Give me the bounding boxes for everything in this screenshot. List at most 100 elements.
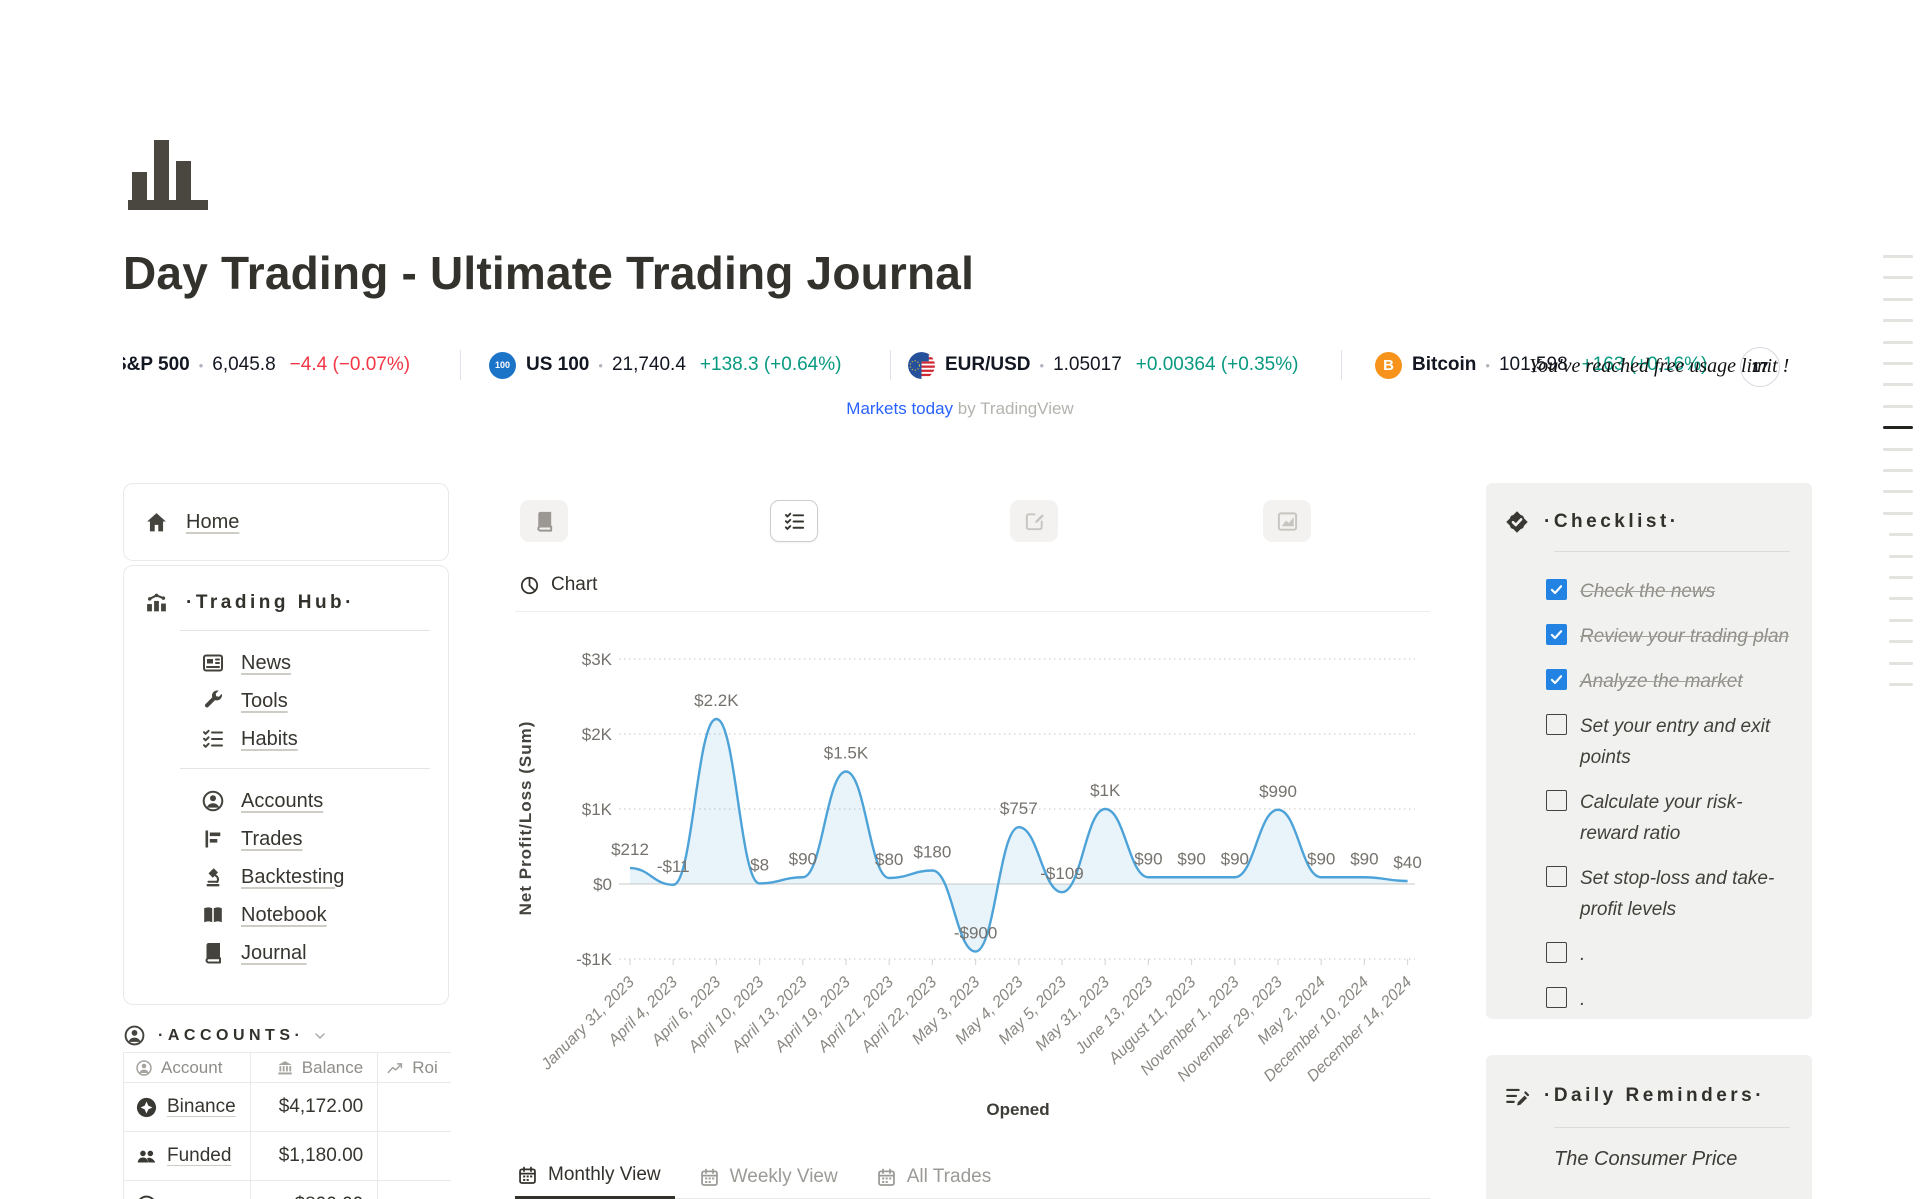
column-header-account[interactable]: Account [124, 1053, 251, 1082]
sidebar-item-notebook[interactable]: Notebook [124, 896, 448, 934]
outline-dash[interactable] [1889, 661, 1913, 665]
home-card: Home [123, 483, 449, 561]
sidebar-item-backtesting[interactable]: Backtesting [124, 858, 448, 896]
accounts-icon [124, 1025, 145, 1046]
ticker-footer: Markets today by TradingView [123, 399, 1797, 419]
checked-checkbox[interactable] [1546, 579, 1567, 600]
outline-dash[interactable] [1889, 533, 1913, 537]
outline-dash[interactable] [1889, 618, 1913, 622]
sidebar-item-tools[interactable]: Tools [124, 682, 448, 720]
svg-text:$212: $212 [611, 840, 649, 859]
ticker-item[interactable]: S&P 500 • 6,045.8 −4.4 (−0.07%) [123, 354, 411, 375]
outline-dash[interactable] [1883, 447, 1913, 451]
roi-cell [378, 1132, 451, 1180]
checklist-card: ·Checklist· Check the news Review your t… [1486, 483, 1812, 1019]
outline-dash[interactable] [1889, 640, 1913, 644]
svg-text:June 13, 2023: June 13, 2023 [1072, 974, 1157, 1059]
toolbar-checklist-icon-button[interactable] [770, 500, 818, 542]
outline-dash[interactable] [1889, 683, 1913, 686]
checked-checkbox[interactable] [1546, 669, 1567, 690]
tab-all-trades[interactable]: All Trades [874, 1166, 1005, 1198]
column-header-balance[interactable]: Balance [251, 1053, 379, 1082]
balance-cell: $4,172.00 [251, 1083, 379, 1131]
outline-dash[interactable] [1883, 340, 1913, 344]
checklist-item-text: Set your entry and exit points [1580, 716, 1771, 768]
chevron-down-icon[interactable] [312, 1028, 328, 1044]
svg-text:$180: $180 [913, 843, 951, 862]
divider [1554, 1127, 1790, 1128]
page-cover-barchart-icon [128, 139, 220, 211]
sidebar-item-accounts[interactable]: Accounts [124, 782, 448, 820]
accounts-icon [202, 790, 224, 812]
account-link[interactable]: Funded [167, 1145, 232, 1166]
us100-icon: 100 [489, 351, 516, 379]
outline-dash[interactable] [1883, 383, 1913, 387]
ticker-item[interactable]: B Bitcoin • 101,598 +163 (+0.16%) [1341, 350, 1797, 380]
accounts-section-header[interactable]: ·ACCOUNTS· [123, 1024, 328, 1047]
sidebar-item-habits[interactable]: Habits [124, 720, 448, 758]
area-chart-icon [1277, 511, 1297, 531]
outline-dash[interactable] [1889, 597, 1913, 601]
unchecked-checkbox[interactable] [1546, 987, 1567, 1008]
svg-text:$40: $40 [1393, 853, 1421, 872]
badge-check-icon [1504, 509, 1530, 535]
unchecked-checkbox[interactable] [1546, 866, 1567, 887]
outline-dash[interactable] [1889, 576, 1913, 579]
outline-dash[interactable] [1883, 297, 1913, 301]
svg-text:$2K: $2K [582, 725, 613, 744]
accounts-table: Account Balance Roi Binance $4,172.00 Fund… [123, 1052, 451, 1199]
checklist-item-text: Calculate your risk-reward ratio [1580, 792, 1743, 844]
toolbar-area-chart-icon-button[interactable] [1263, 500, 1311, 542]
tab-weekly-view[interactable]: Weekly View [697, 1166, 852, 1198]
outline-dash[interactable] [1883, 276, 1913, 280]
svg-text:$90: $90 [1307, 849, 1335, 868]
column-header-roi[interactable]: Roi [378, 1053, 451, 1082]
sidebar-item-news[interactable]: News [124, 644, 448, 682]
journal-icon [205, 943, 221, 964]
balance-cell: $800.00 [251, 1181, 379, 1199]
svg-text:Net Profit/Loss (Sum): Net Profit/Loss (Sum) [516, 721, 535, 916]
outline-dash[interactable] [1883, 362, 1913, 365]
svg-text:$8: $8 [750, 855, 769, 874]
account-link[interactable]: Binance [167, 1096, 236, 1117]
table-row: Funded $1,180.00 [124, 1132, 451, 1181]
accounts-icon [123, 1024, 146, 1047]
tools-icon [205, 690, 222, 708]
outline-dash[interactable] [1883, 319, 1913, 323]
outline-dash[interactable] [1883, 511, 1913, 515]
sidebar-item-journal[interactable]: Journal [124, 934, 448, 972]
tab-monthly-view[interactable]: Monthly View [515, 1164, 675, 1199]
unchecked-checkbox[interactable] [1546, 790, 1567, 811]
daily-reminders-card: ·Daily Reminders· The Consumer Price [1486, 1055, 1812, 1199]
checklist-item-text: Analyze the market [1580, 671, 1743, 692]
markets-today-link[interactable]: Markets today [846, 399, 954, 418]
tradingview-logo[interactable]: 17 [1740, 347, 1780, 387]
outline-dash[interactable] [1883, 469, 1913, 472]
svg-text:$1.5K: $1.5K [824, 744, 869, 763]
outline-dash[interactable] [1883, 490, 1913, 494]
edit-icon [1025, 512, 1044, 530]
ticker-item[interactable]: 100 US 100 • 21,740.4 +138.3 (+0.64%) [460, 350, 890, 380]
trading-hub-chart-icon [147, 593, 166, 612]
unchecked-checkbox[interactable] [1546, 942, 1567, 963]
badge-check-icon [1506, 511, 1528, 533]
toolbar-edit-icon-button[interactable] [1010, 500, 1058, 542]
chevron-down-icon [315, 1032, 325, 1039]
unchecked-checkbox[interactable] [1546, 714, 1567, 735]
toolbar-journal-book-icon-button[interactable] [520, 500, 568, 542]
checklist-item-text: . [1580, 989, 1586, 1010]
svg-text:$80: $80 [875, 850, 903, 869]
roi-chart-icon [387, 1062, 403, 1073]
calendar-icon [519, 1166, 536, 1184]
outline-dash[interactable] [1883, 255, 1913, 258]
ticker-item[interactable]: EUR/USD • 1.05017 +0.00364 (+0.35%) [890, 350, 1341, 380]
news-icon [203, 654, 223, 672]
sidebar-item-trades[interactable]: Trades [124, 820, 448, 858]
checklist-item-text: Set stop-loss and take-profit levels [1580, 868, 1775, 920]
checklist-item-text: . [1580, 944, 1586, 965]
outline-dash[interactable] [1883, 426, 1913, 430]
outline-dash[interactable] [1889, 554, 1913, 558]
outline-dash[interactable] [1883, 404, 1913, 408]
checked-checkbox[interactable] [1546, 624, 1567, 645]
sidebar-item-home[interactable]: Home [186, 510, 240, 533]
